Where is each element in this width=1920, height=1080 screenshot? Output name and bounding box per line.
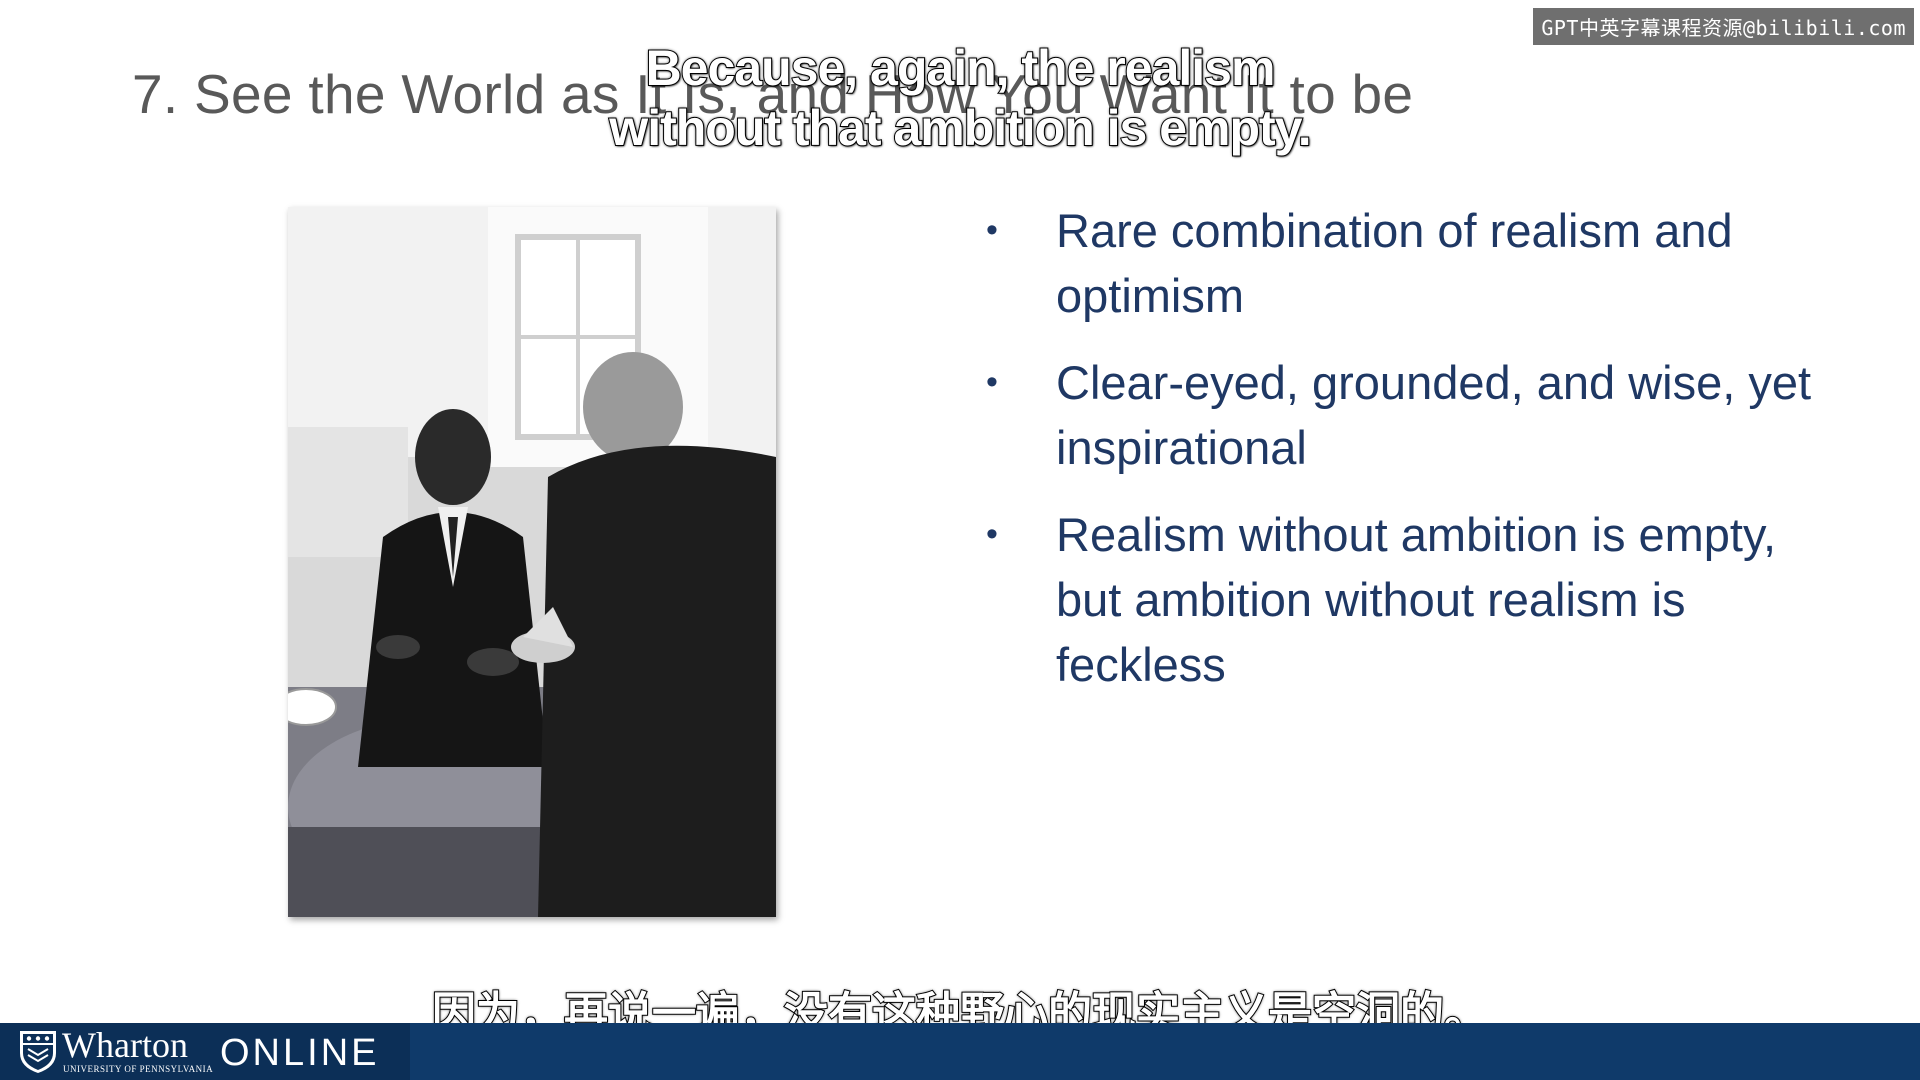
brand-name: Wharton — [62, 1025, 188, 1065]
bullet-list: • Rare combination of realism and optimi… — [986, 198, 1846, 719]
subtitle-english-line-2: without that ambition is empty. — [608, 99, 1312, 157]
list-item: • Clear-eyed, grounded, and wise, yet in… — [986, 350, 1846, 480]
subtitle-english-line-1: Because, again, the realism — [645, 39, 1277, 97]
penn-shield-icon — [20, 1031, 56, 1073]
bullet-icon: • — [986, 211, 998, 249]
slide-title: 7. See the World as It Is, and How You W… — [132, 63, 1414, 125]
wharton-logo: Wharton University of Pennsylvania ONLIN… — [0, 1023, 410, 1080]
bullet-text: Clear-eyed, grounded, and wise, yet insp… — [1056, 356, 1812, 474]
bullet-icon: • — [986, 363, 998, 401]
list-item: • Rare combination of realism and optimi… — [986, 198, 1846, 328]
brand-online: ONLINE — [220, 1032, 380, 1074]
list-item: • Realism without ambition is empty, but… — [986, 502, 1846, 697]
bullet-text: Realism without ambition is empty, but a… — [1056, 508, 1777, 691]
subtitle-english: Because, again, the realism without that… — [0, 38, 1920, 158]
bullet-icon: • — [986, 515, 998, 553]
footer-bar: Wharton University of Pennsylvania ONLIN… — [0, 1023, 1920, 1080]
slide-photo — [288, 207, 776, 917]
watermark: GPT中英字幕课程资源@bilibili.com — [1533, 8, 1914, 45]
brand-subtitle: University of Pennsylvania — [63, 1064, 214, 1074]
bullet-text: Rare combination of realism and optimism — [1056, 204, 1733, 322]
